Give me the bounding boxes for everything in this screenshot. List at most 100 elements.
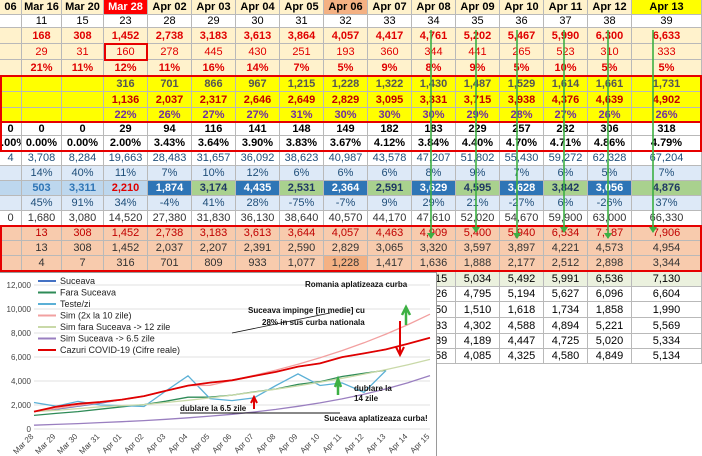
table-cell[interactable]: 29%: [412, 196, 456, 211]
table-cell[interactable]: 360: [368, 44, 412, 60]
table-cell[interactable]: 10%: [192, 166, 236, 181]
table-cell[interactable]: 3,080: [62, 211, 104, 226]
table-cell[interactable]: 2,738: [148, 226, 192, 241]
table-cell[interactable]: 22%: [104, 108, 148, 122]
column-header[interactable]: Apr 12: [588, 0, 632, 15]
table-cell[interactable]: 141: [236, 122, 280, 136]
table-cell[interactable]: 7: [62, 256, 104, 271]
table-cell[interactable]: 2,207: [192, 241, 236, 256]
table-cell[interactable]: 809: [192, 256, 236, 271]
table-cell[interactable]: 1,215: [280, 76, 324, 92]
table-cell[interactable]: 36,130: [236, 211, 280, 226]
table-cell[interactable]: 5,334: [632, 334, 702, 349]
table-cell[interactable]: 503: [22, 181, 62, 196]
table-cell[interactable]: 11%: [62, 60, 104, 76]
legend-entry[interactable]: Suceava: [60, 276, 95, 286]
table-cell[interactable]: [0, 256, 22, 271]
table-cell[interactable]: 4,085: [456, 349, 500, 364]
table-cell[interactable]: 30%: [324, 108, 368, 122]
table-cell[interactable]: 182: [368, 122, 412, 136]
column-header[interactable]: Apr 04: [236, 0, 280, 15]
table-cell[interactable]: 31: [62, 44, 104, 60]
table-cell[interactable]: 39: [632, 15, 702, 28]
table-cell[interactable]: [22, 108, 62, 122]
table-cell[interactable]: 28,483: [148, 151, 192, 166]
series-line-4[interactable]: [33, 358, 431, 413]
table-cell[interactable]: 0: [22, 122, 62, 136]
column-header[interactable]: Apr 08: [412, 0, 456, 15]
table-cell[interactable]: 6%: [544, 196, 588, 211]
column-header[interactable]: Apr 09: [456, 0, 500, 15]
table-cell[interactable]: 7,130: [632, 271, 702, 287]
table-cell[interactable]: 19,663: [104, 151, 148, 166]
table-cell[interactable]: 10%: [544, 60, 588, 76]
table-cell[interactable]: 38,623: [280, 151, 324, 166]
table-cell[interactable]: 2,829: [324, 241, 368, 256]
column-header[interactable]: Mar 16: [22, 0, 62, 15]
table-cell[interactable]: 47,610: [412, 211, 456, 226]
table-cell[interactable]: 38,640: [280, 211, 324, 226]
table-cell[interactable]: 34%: [104, 196, 148, 211]
table-cell[interactable]: 11: [22, 15, 62, 28]
column-header[interactable]: Apr 07: [368, 0, 412, 15]
table-cell[interactable]: 1,614: [544, 76, 588, 92]
table-cell[interactable]: 523: [544, 44, 588, 60]
table-cell[interactable]: 2,531: [280, 181, 324, 196]
table-cell[interactable]: 5,492: [500, 271, 544, 287]
table-cell[interactable]: 1,661: [588, 76, 632, 92]
column-header[interactable]: Apr 06: [324, 0, 368, 15]
table-cell[interactable]: 27,380: [148, 211, 192, 226]
table-cell[interactable]: 344: [412, 44, 456, 60]
table-cell[interactable]: 29: [22, 44, 62, 60]
table-cell[interactable]: 31%: [280, 108, 324, 122]
table-cell[interactable]: 54,670: [500, 211, 544, 226]
table-cell[interactable]: 13: [22, 226, 62, 241]
table-cell[interactable]: 4,595: [456, 181, 500, 196]
table-cell[interactable]: 0: [0, 122, 22, 136]
table-cell[interactable]: 45%: [22, 196, 62, 211]
table-cell[interactable]: 9%: [368, 60, 412, 76]
table-cell[interactable]: 35: [456, 15, 500, 28]
table-cell[interactable]: 229: [456, 122, 500, 136]
table-cell[interactable]: 16%: [192, 60, 236, 76]
table-cell[interactable]: [0, 166, 22, 181]
table-cell[interactable]: 6,300: [588, 28, 632, 44]
table-cell[interactable]: 3,842: [544, 181, 588, 196]
table-cell[interactable]: 6,096: [588, 287, 632, 302]
table-cell[interactable]: 3,715: [456, 92, 500, 108]
table-cell[interactable]: 5,221: [588, 318, 632, 334]
table-cell[interactable]: 3.83%: [280, 136, 324, 151]
table-cell[interactable]: 4.12%: [368, 136, 412, 151]
table-cell[interactable]: 29: [192, 15, 236, 28]
table-cell[interactable]: 1,680: [22, 211, 62, 226]
table-cell[interactable]: 1,487: [456, 76, 500, 92]
table-cell[interactable]: 1,990: [632, 302, 702, 318]
table-cell[interactable]: 1,618: [500, 302, 544, 318]
table-cell[interactable]: 12%: [236, 166, 280, 181]
table-cell[interactable]: 3.90%: [236, 136, 280, 151]
table-cell[interactable]: 1,452: [104, 226, 148, 241]
table-cell[interactable]: 3,320: [412, 241, 456, 256]
table-cell[interactable]: 866: [192, 76, 236, 92]
table-cell[interactable]: 67,204: [632, 151, 702, 166]
table-cell[interactable]: 5,400: [456, 226, 500, 241]
table-cell[interactable]: -27%: [500, 196, 544, 211]
table-cell[interactable]: 14%: [22, 166, 62, 181]
table-cell[interactable]: 4,902: [632, 92, 702, 108]
table-cell[interactable]: [0, 92, 22, 108]
table-cell[interactable]: 28%: [500, 108, 544, 122]
table-cell[interactable]: 4,954: [632, 241, 702, 256]
table-cell[interactable]: 318: [632, 122, 702, 136]
table-cell[interactable]: 333: [632, 44, 702, 60]
table-cell[interactable]: 11%: [148, 60, 192, 76]
table-cell[interactable]: 0.00%: [0, 136, 22, 151]
table-cell[interactable]: 701: [148, 256, 192, 271]
table-cell[interactable]: 1,636: [412, 256, 456, 271]
table-cell[interactable]: [0, 76, 22, 92]
table-cell[interactable]: 21%: [22, 60, 62, 76]
table-cell[interactable]: 4,573: [588, 241, 632, 256]
table-cell[interactable]: 4,761: [412, 28, 456, 44]
table-cell[interactable]: 31,830: [192, 211, 236, 226]
table-cell[interactable]: 149: [324, 122, 368, 136]
table-cell[interactable]: 4,057: [324, 226, 368, 241]
